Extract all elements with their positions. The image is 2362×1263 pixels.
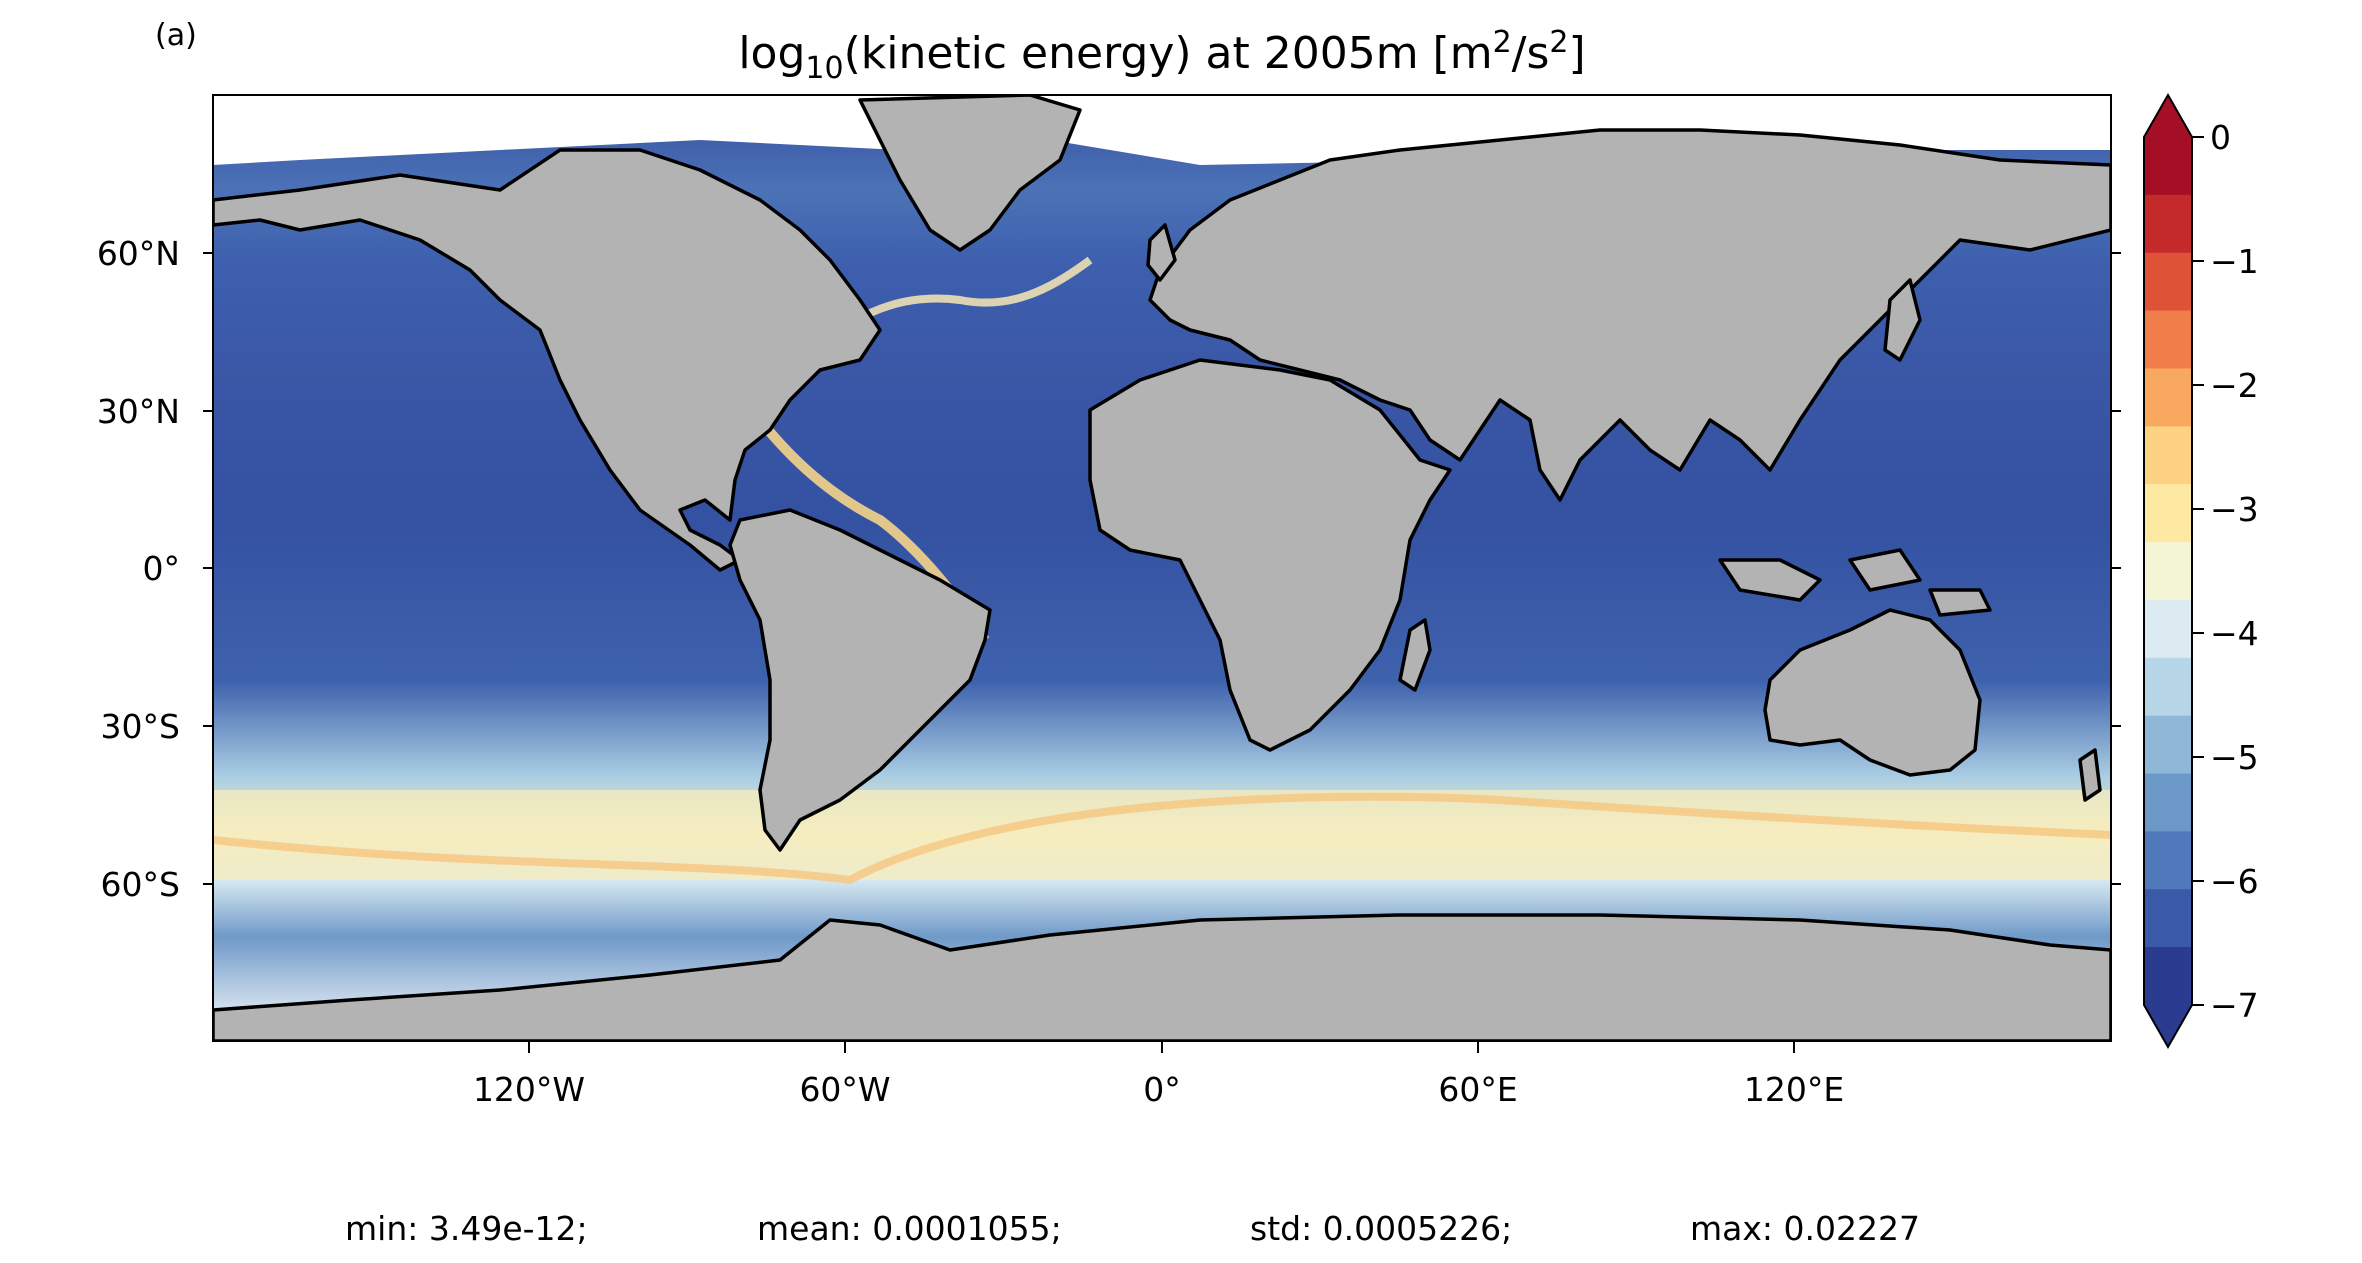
- stat-std: std: 0.0005226;: [1250, 1209, 1512, 1248]
- lon-tick-label: 120°W: [473, 1070, 585, 1109]
- colorbar-extend-min: [2144, 1005, 2192, 1047]
- lon-tick-label: 120°E: [1744, 1070, 1844, 1109]
- lon-tick-label: 0°: [1143, 1070, 1181, 1109]
- colorbar-tick-label: −1: [2210, 242, 2259, 281]
- british-isles: [1146, 223, 1177, 282]
- stat-mean: mean: 0.0001055;: [757, 1209, 1062, 1248]
- colorbar-level: [2144, 831, 2192, 890]
- lon-tick-label: 60°W: [799, 1070, 890, 1109]
- antarctica: [213, 913, 2111, 1041]
- lat-tick-label: 60°N: [97, 234, 180, 273]
- colorbar-level: [2144, 252, 2192, 312]
- north-america: [213, 148, 882, 572]
- stat-min: min: 3.49e-12;: [345, 1209, 588, 1248]
- colorbar-level: [2144, 773, 2192, 832]
- colorbar-tick-label: −4: [2210, 614, 2259, 653]
- colorbar-tick-label: −3: [2210, 490, 2259, 529]
- colorbar-extend-max: [2144, 95, 2192, 137]
- colorbar-tick-label: −7: [2210, 986, 2259, 1025]
- colorbar-tick-labels: 0 −1 −2 −3 −4 −5 −6 −7: [2210, 118, 2259, 1025]
- stat-max: max: 0.02227: [1690, 1209, 1920, 1248]
- colorbar-level: [2144, 484, 2192, 543]
- australia: [1763, 608, 1982, 777]
- japan: [1883, 278, 1922, 362]
- madagascar: [1398, 618, 1432, 692]
- colorbar-tick-label: −5: [2210, 738, 2259, 777]
- acc-front: [213, 792, 2111, 885]
- statistics-line: min: 3.49e-12; mean: 0.0001055; std: 0.0…: [345, 1209, 1920, 1248]
- colorbar-level: [2144, 368, 2192, 427]
- colorbar-level: [2144, 947, 2192, 1006]
- lat-tick-label: 0°: [143, 549, 181, 588]
- colorbar-level: [2144, 310, 2192, 369]
- lat-tick-label: 30°S: [101, 707, 180, 746]
- lat-tick-label: 60°S: [101, 865, 180, 904]
- maritime-continent: [1718, 548, 1992, 617]
- africa: [1088, 358, 1452, 752]
- new-zealand: [2078, 748, 2102, 802]
- colorbar-tick-label: −2: [2210, 366, 2259, 405]
- map-panel: [213, 95, 2111, 1041]
- colorbar: [2143, 92, 2204, 1050]
- lat-tick-label: 30°N: [97, 392, 180, 431]
- colorbar-level: [2144, 599, 2192, 659]
- colorbar-level: [2144, 715, 2192, 775]
- colorbar-tick-label: −6: [2210, 862, 2259, 901]
- longitude-axis: 120°W 60°W 0° 60°E 120°E: [473, 1041, 1844, 1109]
- colorbar-level: [2144, 426, 2192, 485]
- colorbar-level: [2144, 542, 2192, 601]
- map-title: log10(kinetic energy) at 2005m [m2/s2]: [738, 25, 1585, 86]
- panel-label: (a): [155, 18, 197, 53]
- colorbar-level: [2144, 889, 2192, 948]
- colorbar-level: [2144, 137, 2192, 196]
- greenland: [858, 95, 1082, 252]
- colorbar-level: [2144, 657, 2192, 717]
- colorbar-tick-label: 0: [2210, 118, 2231, 157]
- south-america: [728, 508, 992, 852]
- lon-tick-label: 60°E: [1438, 1070, 1517, 1109]
- eurasia: [1148, 128, 2111, 502]
- colorbar-level: [2144, 194, 2192, 254]
- latitude-axis: 60°N 30°N 0° 30°S 60°S: [97, 234, 2121, 904]
